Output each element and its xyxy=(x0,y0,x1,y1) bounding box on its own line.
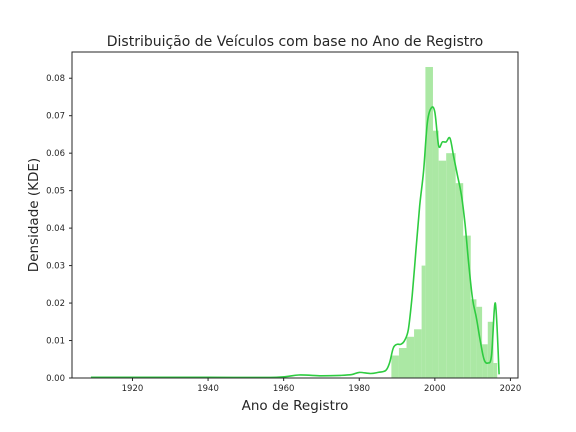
histogram-bar xyxy=(455,183,464,378)
y-tick-label: 0.03 xyxy=(46,262,65,272)
plot-frame xyxy=(71,51,519,379)
y-tick-label: 0.06 xyxy=(46,149,65,159)
x-tick-label: 2020 xyxy=(500,384,522,394)
y-tick-label: 0.02 xyxy=(46,299,65,309)
x-tick-label: 1980 xyxy=(348,384,370,394)
y-tick-label: 0.08 xyxy=(46,74,65,84)
x-tick-label: 1920 xyxy=(122,384,144,394)
histogram-bar xyxy=(487,321,494,378)
histogram-bar xyxy=(463,235,471,378)
histogram-bar xyxy=(493,363,498,378)
histogram-bar xyxy=(476,306,483,378)
y-tick-label: 0.04 xyxy=(46,224,65,234)
x-tick-label: 1960 xyxy=(273,384,295,394)
x-tick-label: 2000 xyxy=(424,384,446,394)
x-axis-label: Ano de Registro xyxy=(242,398,349,414)
histogram-bar xyxy=(414,329,422,378)
histogram-bar xyxy=(406,336,415,378)
histogram-bar xyxy=(425,66,433,379)
histogram-bar xyxy=(438,160,447,378)
x-tick-label: 1940 xyxy=(197,384,219,394)
kde-line xyxy=(90,106,500,379)
y-axis-label: Densidade (KDE) xyxy=(26,158,42,272)
y-tick-label: 0.07 xyxy=(46,112,65,122)
histogram-bar xyxy=(398,348,407,378)
histogram-bar xyxy=(432,130,439,378)
histogram-bar xyxy=(446,153,456,378)
chart-title: Distribuição de Veículos com base no Ano… xyxy=(107,34,484,50)
y-axis-ticks: 0.00 0.01 0.02 0.03 0.04 0.05 0.06 0.07 0.08 xyxy=(46,74,72,384)
y-tick-label: 0.05 xyxy=(46,187,65,197)
histogram-bar xyxy=(470,299,477,378)
x-axis-ticks: 1920 1940 1960 1980 2000 2020 xyxy=(122,378,522,394)
y-tick-label: 0.01 xyxy=(46,337,65,347)
y-tick-label: 0.00 xyxy=(46,374,65,384)
histogram-bar xyxy=(391,355,399,378)
histogram-bar xyxy=(421,265,426,378)
